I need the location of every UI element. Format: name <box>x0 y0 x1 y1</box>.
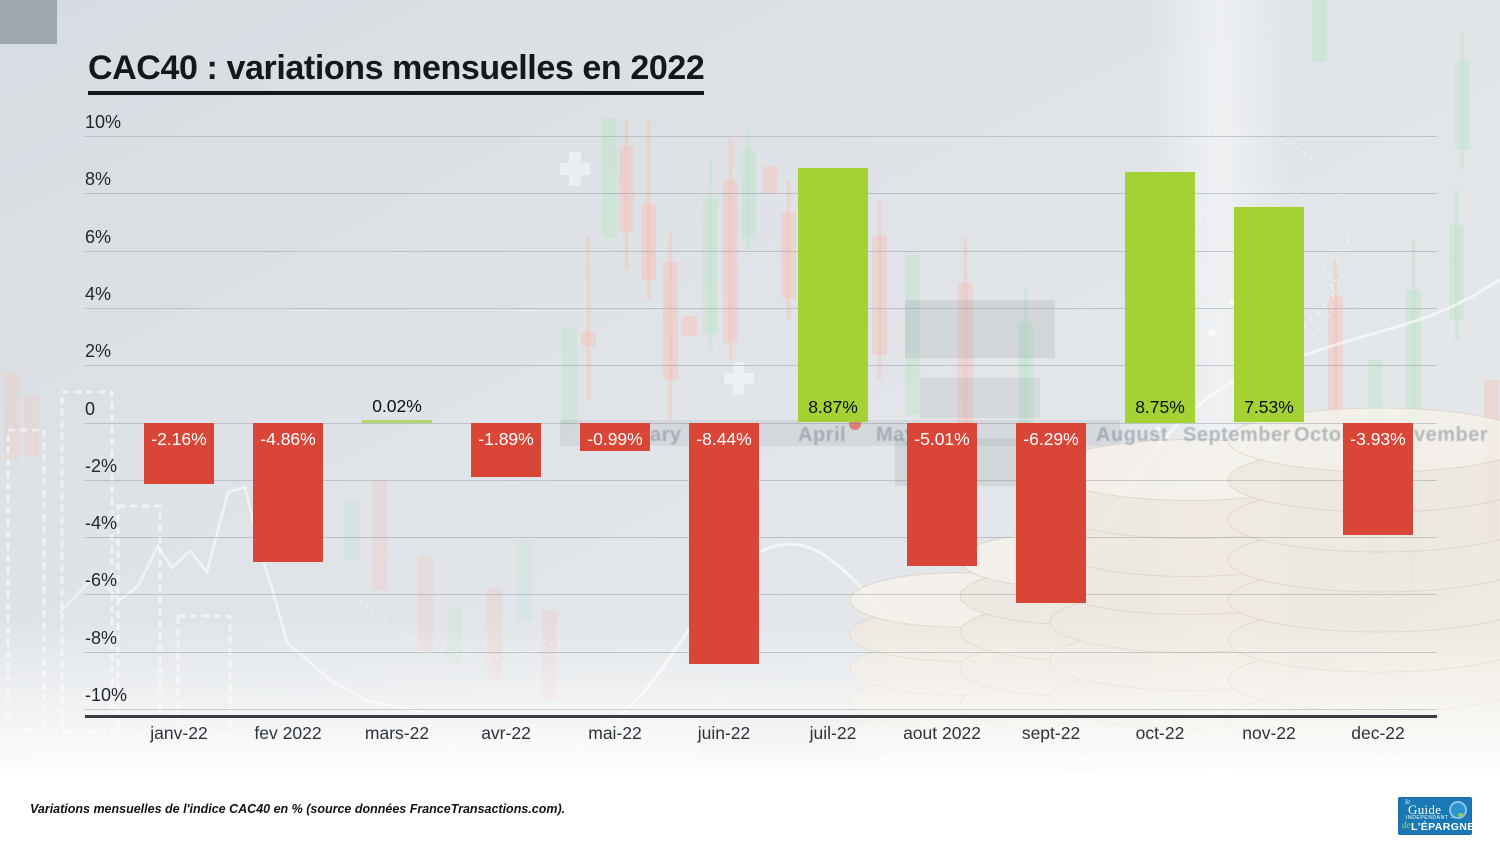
photo-month-label: August <box>1096 424 1168 446</box>
x-tick-label: janv-22 <box>150 723 208 743</box>
bar-value-label: -3.93% <box>1350 428 1406 449</box>
bar-value-label: 0.02% <box>372 395 422 416</box>
logo-de: de <box>1402 820 1411 830</box>
y-tick-label: -4% <box>85 513 118 534</box>
bar-sept-22 <box>1016 422 1086 603</box>
x-tick-label: oct-22 <box>1135 723 1185 743</box>
footer: Variations mensuelles de l'indice CAC40 … <box>0 770 1500 844</box>
photo-month-label: ary <box>650 424 682 446</box>
y-tick-label: 0 <box>85 398 96 419</box>
x-tick-label: juil-22 <box>809 723 857 743</box>
gridline <box>85 479 1437 481</box>
gridline <box>85 307 1437 309</box>
bar-value-label: 7.53% <box>1244 396 1294 417</box>
gridline <box>85 537 1437 539</box>
y-tick-label: -10% <box>85 685 128 705</box>
logo-independant: INDÉPENDANT — <box>1406 815 1456 821</box>
bar-mars-22 <box>362 419 432 423</box>
bar-value-label: -4.86% <box>260 428 316 449</box>
bar-juin-22 <box>689 422 759 665</box>
y-tick-label: 10% <box>85 112 122 132</box>
gridline <box>85 136 1437 137</box>
chart-canvas: ary April May August September Octob vember CA… <box>0 0 1500 770</box>
guide-epargne-logo: le Guide INDÉPENDANT — de L'ÉPARGNE <box>1398 797 1472 835</box>
gridline <box>85 250 1437 252</box>
bar-value-label: 8.75% <box>1135 396 1185 417</box>
bar-dec-22 <box>1343 422 1413 536</box>
x-tick-label: nov-22 <box>1242 723 1296 743</box>
x-tick-label: dec-22 <box>1351 723 1405 743</box>
logo-guide: Guide <box>1408 802 1442 817</box>
gridline <box>85 709 1437 710</box>
bar-value-label: -1.89% <box>478 428 534 449</box>
y-tick-label: 8% <box>85 169 112 190</box>
gridline <box>85 594 1437 596</box>
bar-aout 2022 <box>907 422 977 567</box>
bar-value-label: -8.44% <box>696 428 752 449</box>
chart-caption: Variations mensuelles de l'indice CAC40 … <box>30 802 566 816</box>
logo-emblem-dot <box>1458 813 1463 817</box>
bar-value-label: -5.01% <box>914 428 970 449</box>
y-tick-label: 6% <box>85 226 112 247</box>
plus-icon <box>560 152 754 395</box>
y-tick-label: -6% <box>85 570 118 591</box>
x-tick-label: aout 2022 <box>903 723 981 743</box>
bar-mai-22 <box>580 422 650 451</box>
photo-month-label: April <box>798 424 847 446</box>
page-title: CAC40 : variations mensuelles en 2022 <box>88 49 705 96</box>
gridline <box>85 422 1437 424</box>
photo-month-label: September <box>1183 424 1291 446</box>
y-tick-label: 2% <box>85 341 112 362</box>
bar-oct-22 <box>1125 171 1195 423</box>
bar-value-label: -0.99% <box>587 428 643 449</box>
x-tick-label: mars-22 <box>364 723 430 743</box>
bar-avr-22 <box>471 422 541 477</box>
photo-month-watermarks: ary April May August September Octob vember <box>650 424 1489 446</box>
x-tick-label: juin-22 <box>697 723 751 743</box>
photo-dark-corner <box>0 0 57 44</box>
gridline <box>85 193 1437 195</box>
bar-juil-22 <box>798 168 868 423</box>
y-tick-label: -8% <box>85 627 118 648</box>
plot-area: 10% 8% 6% 4% 2% 0 -2% -4% -6% -8% -10% janv-22 fev 2… <box>85 112 1437 743</box>
gridline <box>85 365 1437 367</box>
bar-fev 2022 <box>253 422 323 562</box>
photo-month-label: vember <box>1414 424 1489 446</box>
logo-epargne: L'ÉPARGNE <box>1411 821 1472 833</box>
x-tick-label: fev 2022 <box>254 723 322 743</box>
y-tick-label: -2% <box>85 455 118 476</box>
x-tick-label: avr-22 <box>481 723 531 743</box>
bar-janv-22 <box>144 422 214 485</box>
logo-le: le <box>1405 798 1411 806</box>
x-axis-line <box>85 715 1437 718</box>
y-tick-label: 4% <box>85 283 112 304</box>
x-tick-label: mai-22 <box>588 723 642 743</box>
photo-month-label: Octob <box>1294 424 1355 446</box>
bar-value-label: -2.16% <box>151 428 207 449</box>
bar-value-label: -6.29% <box>1023 428 1079 449</box>
gridline <box>85 651 1437 653</box>
photo-month-label: May <box>876 424 917 446</box>
bar-value-label: 8.87% <box>808 396 858 417</box>
bar-nov-22 <box>1234 206 1304 423</box>
x-tick-label: sept-22 <box>1021 723 1081 743</box>
